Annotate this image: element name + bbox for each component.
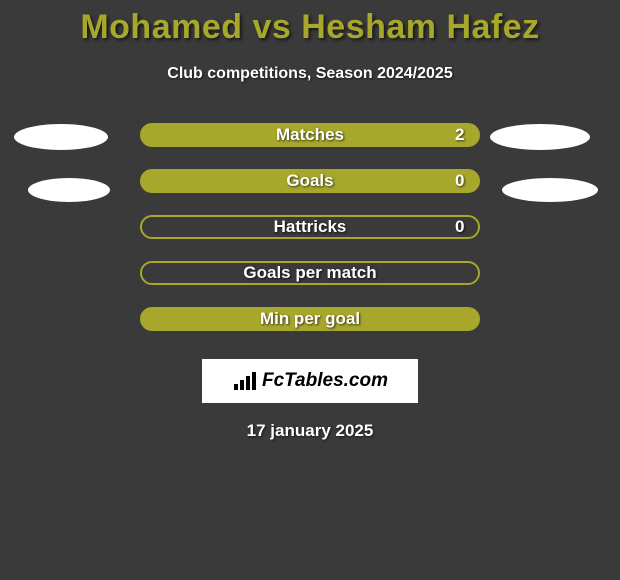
logo-box: FcTables.com	[202, 359, 418, 403]
stat-value: 0	[455, 171, 464, 191]
stat-label: Min per goal	[0, 309, 620, 329]
stat-value: 0	[455, 217, 464, 237]
logo: FcTables.com	[232, 370, 388, 392]
subtitle: Club competitions, Season 2024/2025	[0, 65, 620, 83]
barchart-icon	[232, 370, 258, 392]
stat-row: Min per goal	[0, 307, 620, 353]
stat-row: Goals per match	[0, 261, 620, 307]
decorative-ellipse	[28, 178, 110, 202]
stat-value: 2	[455, 125, 464, 145]
stat-row: Hattricks0	[0, 215, 620, 261]
decorative-ellipse	[490, 124, 590, 150]
date-text: 17 january 2025	[0, 421, 620, 441]
decorative-ellipse	[14, 124, 108, 150]
decorative-ellipse	[502, 178, 598, 202]
stat-label: Goals per match	[0, 263, 620, 283]
stats-area: Matches2Goals0Hattricks0Goals per matchM…	[0, 123, 620, 353]
logo-text: FcTables.com	[262, 370, 388, 392]
stat-label: Hattricks	[0, 217, 620, 237]
page-title: Mohamed vs Hesham Hafez	[0, 0, 620, 47]
